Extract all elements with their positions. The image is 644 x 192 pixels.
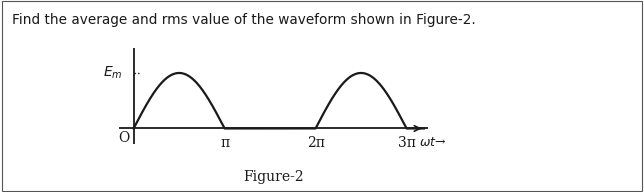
Text: Find the average and rms value of the waveform shown in Figure-2.: Find the average and rms value of the wa…: [12, 13, 475, 27]
Text: $E_m$: $E_m$: [103, 65, 122, 81]
Text: Figure-2: Figure-2: [243, 170, 304, 184]
Text: $\omega t$→: $\omega t$→: [419, 136, 446, 149]
Text: 3π: 3π: [397, 136, 415, 150]
Text: π: π: [220, 136, 229, 150]
Text: O: O: [118, 131, 129, 145]
Text: 2π: 2π: [307, 136, 325, 150]
